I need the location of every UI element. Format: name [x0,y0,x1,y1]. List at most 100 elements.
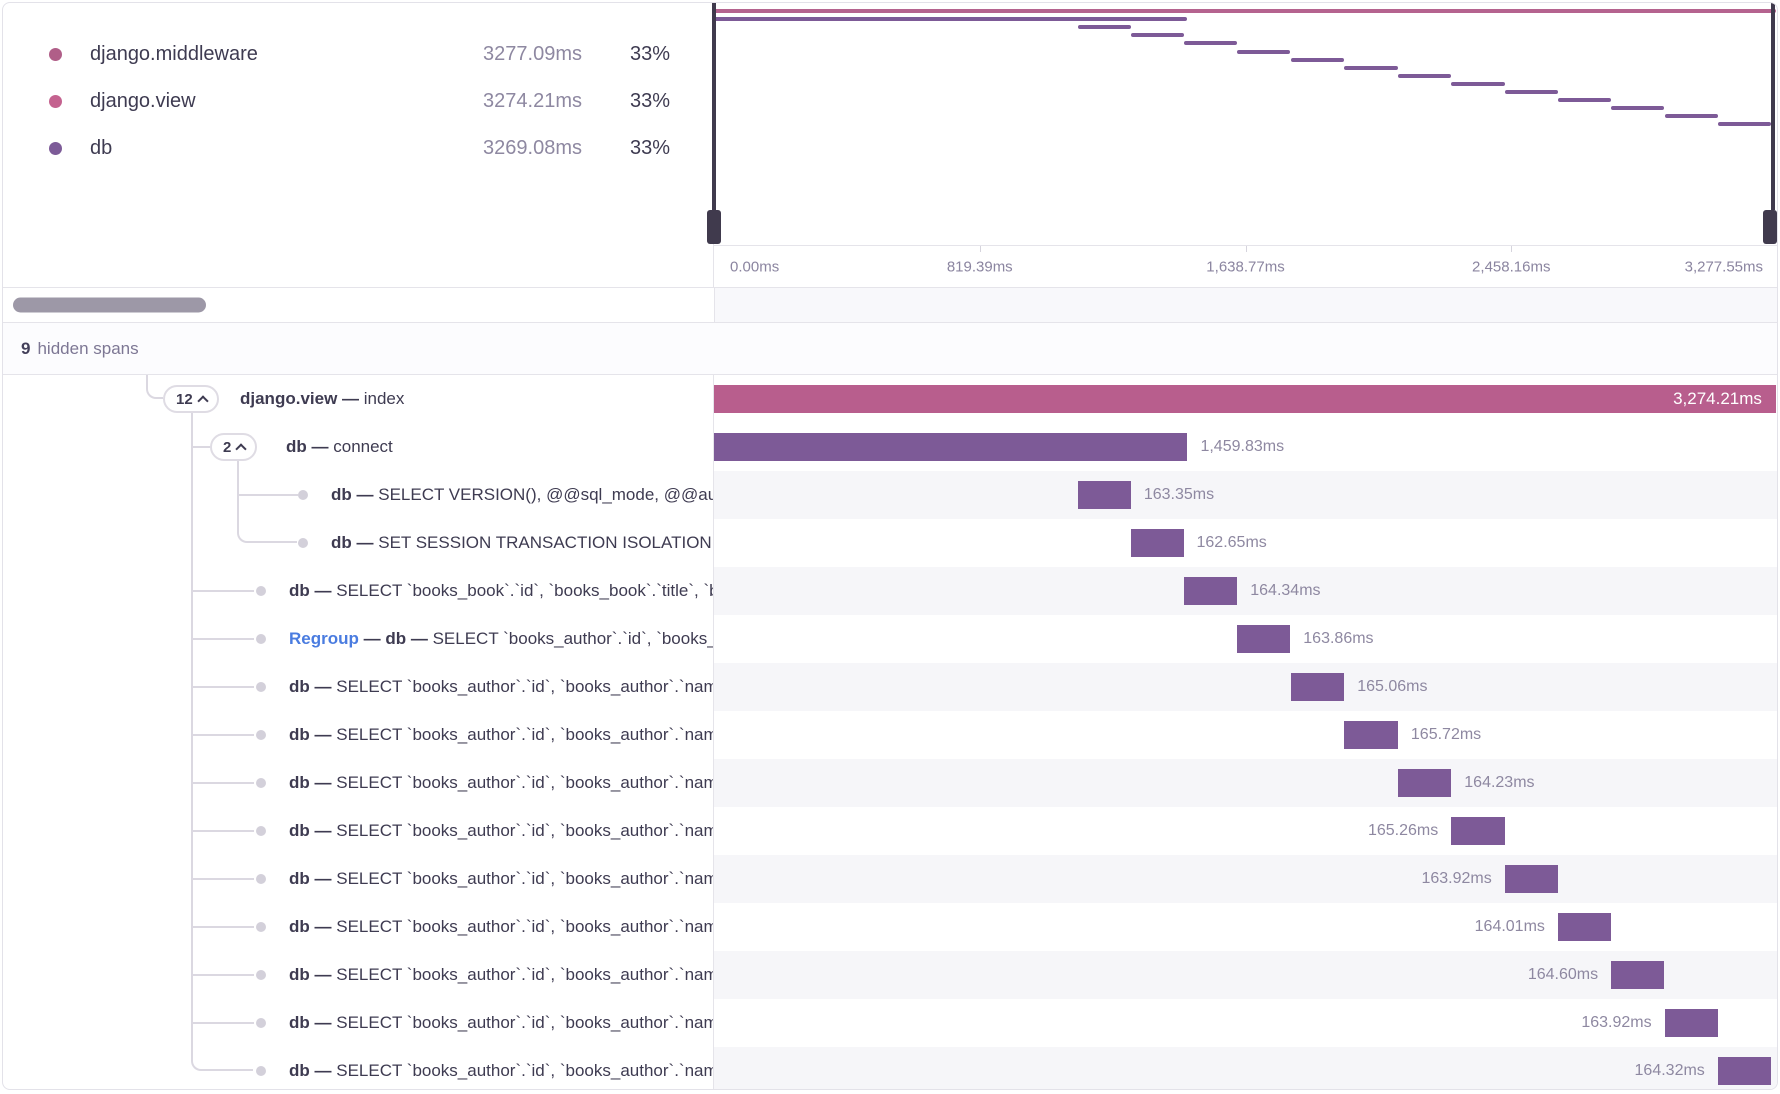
span-name-part: — [337,389,364,408]
span-duration-bar[interactable] [1130,529,1184,557]
tree-connector [192,590,254,592]
span-bullet-icon [256,634,266,644]
span-bullet-icon [256,1066,266,1076]
span-duration-label: 163.92ms [1581,1014,1652,1031]
span-name-part: — [358,629,386,648]
span-row[interactable]: db — SELECT `books_author`.`id`, `books_… [3,999,1777,1047]
span-duration-bar[interactable] [1611,961,1665,989]
tree-connector [192,446,210,448]
span-duration-bar[interactable] [1557,913,1612,941]
legend-percent: 33% [629,137,670,159]
span-duration-bar[interactable] [1451,817,1505,845]
span-name-part: SET SESSION TRANSACTION ISOLATION LEVEL … [378,533,713,552]
span-row[interactable]: db — SELECT `books_author`.`id`, `books_… [3,663,1777,711]
hidden-spans-label: hidden spans [37,338,139,358]
span-row[interactable]: db — SELECT `books_author`.`id`, `books_… [3,1047,1777,1089]
span-row[interactable]: db — SELECT `books_author`.`id`, `books_… [3,759,1777,807]
minimap-span-bar [1077,25,1131,30]
span-duration-bar[interactable] [714,433,1188,461]
span-row[interactable]: Regroup — db — SELECT `books_author`.`id… [3,615,1777,663]
tree-connector [192,974,254,976]
span-row[interactable]: 12 django.view — index 3,274.21ms [3,375,1777,423]
span-name-part: — [309,1013,337,1032]
span-duration-bar[interactable] [1183,577,1238,605]
span-name-part: — [351,485,379,504]
collapse-children-button[interactable]: 12 [163,385,219,413]
span-duration-bar[interactable] [1504,865,1558,893]
legend-row-middleware[interactable]: django.middleware 3277.09ms 33% [3,31,713,78]
span-bullet-icon [256,778,266,788]
span-name: db — SELECT `books_author`.`id`, `books_… [289,1047,713,1089]
hidden-spans-row[interactable]: 9 hidden spans [3,323,1777,375]
span-row[interactable]: db — SELECT `books_author`.`id`, `books_… [3,951,1777,999]
span-row[interactable]: db — SELECT `books_author`.`id`, `books_… [3,855,1777,903]
span-duration-label: 3,274.21ms [1673,389,1762,408]
minimap-span-bar [1290,57,1345,62]
minimap-span-bar [714,9,1776,13]
span-name-part: db [385,629,407,648]
tree-connector [146,375,163,399]
span-row[interactable]: db — SELECT VERSION(), @@sql_mode, @@aut… [3,471,1777,519]
scrollbar-thumb[interactable] [13,297,206,313]
span-duration-bar[interactable] [1717,1057,1772,1085]
tree-connector [192,638,254,640]
collapse-children-button[interactable]: 2 [210,433,258,461]
span-name-part: SELECT `books_author`.`id`, `books_autho… [336,1061,713,1080]
span-label-cell: db — SELECT VERSION(), @@sql_mode, @@aut… [3,471,714,519]
span-bar-cell: 164.60ms [714,951,1777,999]
span-name: db — SELECT `books_author`.`id`, `books_… [289,951,713,999]
span-name-part: — [309,773,337,792]
minimap-right-handle-line [1771,3,1775,210]
span-row[interactable]: db — SELECT `books_author`.`id`, `books_… [3,807,1777,855]
minimap-span-bar [1717,122,1772,127]
minimap-span-bar [1557,98,1612,103]
span-bar-cell: 164.23ms [714,759,1777,807]
minimap-span-bar [1344,65,1398,70]
span-label-cell: db — SELECT `books_author`.`id`, `books_… [3,951,714,999]
span-row[interactable]: db — SELECT `books_author`.`id`, `books_… [3,711,1777,759]
span-duration-label: 163.35ms [1143,486,1215,503]
trace-overview-section: django.middleware 3277.09ms 33% django.v… [3,3,1777,287]
span-name-part: — [309,965,337,984]
regroup-link[interactable]: Regroup [289,629,359,648]
span-bullet-icon [256,874,266,884]
minimap-span-bar [1130,33,1184,38]
span-label-cell: db — SELECT `books_author`.`id`, `books_… [3,759,714,807]
tree-connector [238,494,298,496]
span-duration-bar[interactable] [1664,1009,1718,1037]
span-name-part: SELECT VERSION(), @@sql_mode, @@autocomm… [378,485,713,504]
span-duration-bar[interactable] [1290,673,1345,701]
span-duration-bar[interactable] [1398,769,1452,797]
legend-row-db[interactable]: db 3269.08ms 33% [3,125,713,172]
span-name-part: db [289,773,310,792]
span-row[interactable]: db — SELECT `books_book`.`id`, `books_bo… [3,567,1777,615]
minimap-span-bar [714,17,1188,22]
tree-connector [192,782,254,784]
span-duration-label: 164.34ms [1250,582,1321,599]
span-duration-bar[interactable] [1344,721,1398,749]
span-name-part: db [289,821,310,840]
span-row[interactable]: 2 db — connect 1,459.83ms [3,423,1777,471]
span-duration-bar[interactable] [1077,481,1131,509]
span-name-part: SELECT `books_author`.`id`, `books_autho… [336,725,713,744]
span-bullet-icon [298,538,308,548]
span-row[interactable]: db — SET SESSION TRANSACTION ISOLATION L… [3,519,1777,567]
minimap-left-handle[interactable] [707,210,721,244]
tree-connector [191,413,193,1023]
span-name-part: db [289,1013,310,1032]
span-duration-label: 165.72ms [1410,726,1482,743]
axis-label: 819.39ms [946,258,1013,275]
legend-row-view[interactable]: django.view 3274.21ms 33% [3,78,713,125]
span-row[interactable]: db — SELECT `books_author`.`id`, `books_… [3,903,1777,951]
tree-connector [191,1023,253,1071]
minimap-right-handle[interactable] [1763,210,1777,244]
span-name: db — SELECT `books_author`.`id`, `books_… [289,711,713,759]
minimap-left-handle-line [712,3,716,210]
span-label-cell: db — SET SESSION TRANSACTION ISOLATION L… [3,519,714,567]
span-duration-bar[interactable] [1237,625,1291,653]
minimap-span-bar [1664,114,1718,119]
span-name-part: SELECT `books_book`.`id`, `books_book`.`… [336,581,713,600]
span-duration-bar[interactable]: 3,274.21ms [714,385,1776,413]
span-bar-cell: 163.35ms [714,471,1777,519]
span-type-legend: django.middleware 3277.09ms 33% django.v… [3,3,714,287]
